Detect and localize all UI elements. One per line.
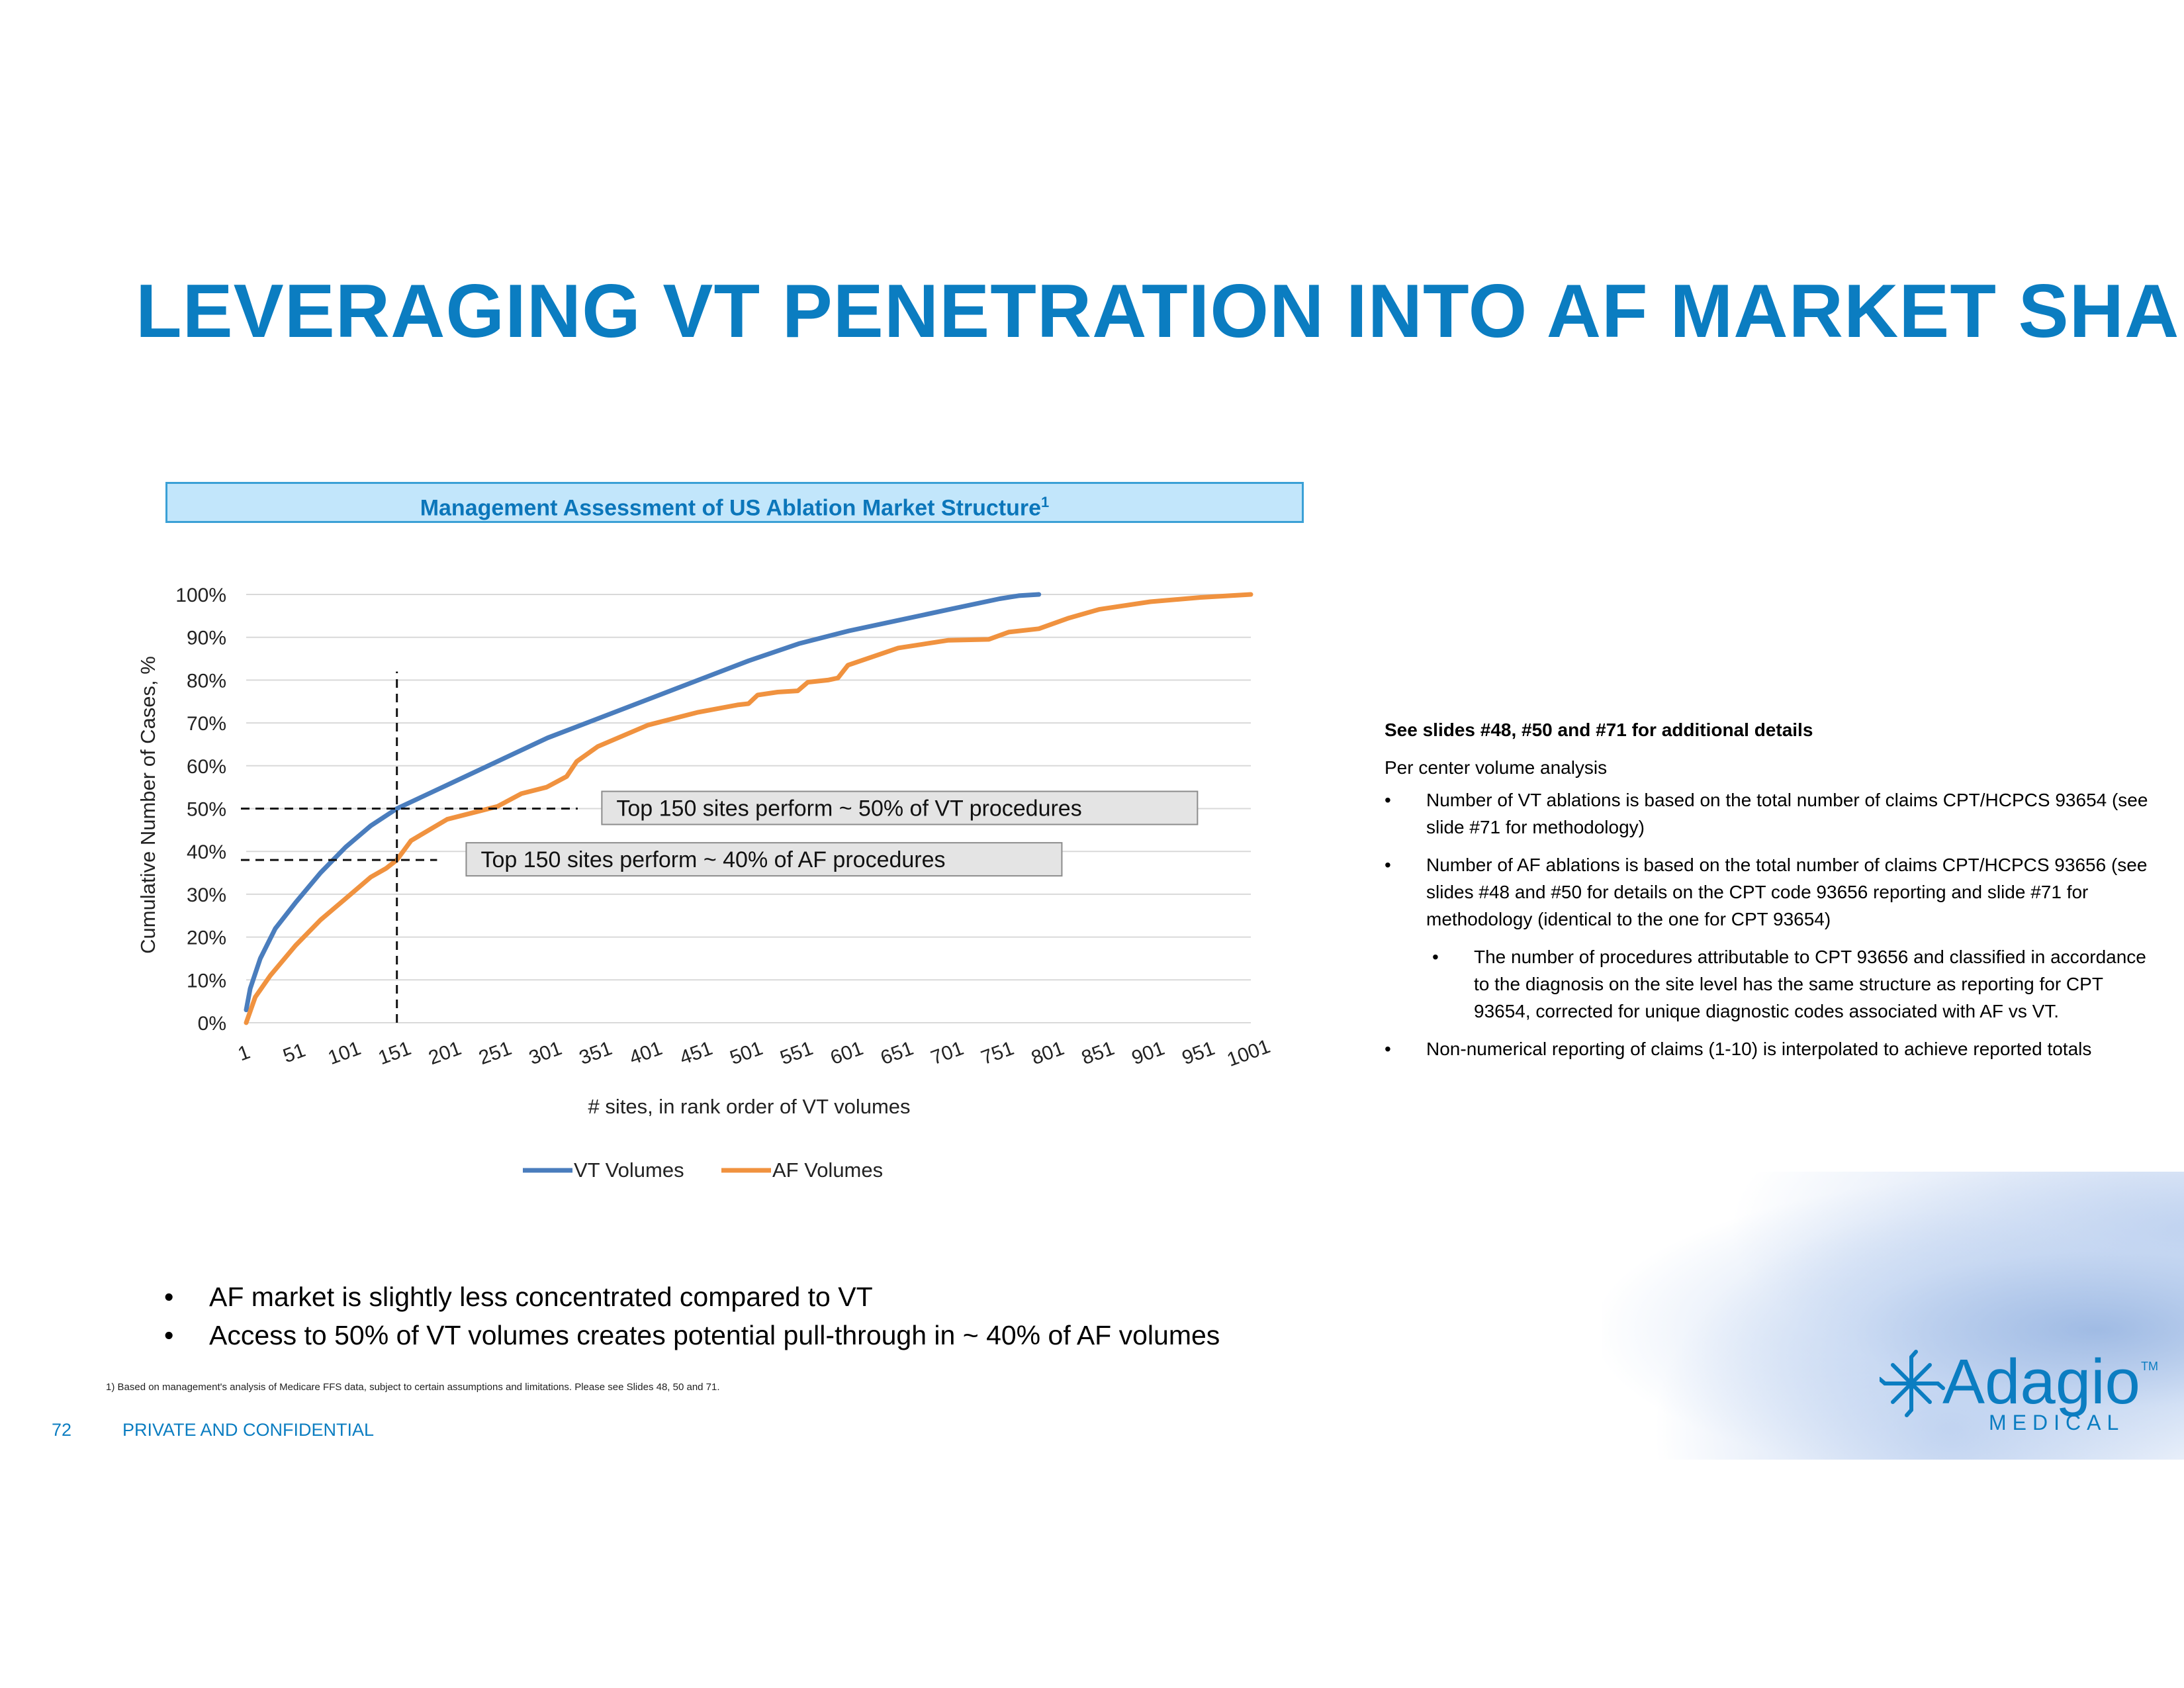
chart-legend: VT Volumes AF Volumes: [523, 1158, 883, 1182]
y-tick-label: 20%: [187, 927, 226, 949]
x-tick-labels: 1 51 101 151 201 251 301 351 401 451 501 551 601 651 7…: [235, 1035, 1273, 1071]
legend-label: AF Volumes: [772, 1158, 883, 1182]
notes-panel: See slides #48, #50 and #71 for addition…: [1385, 716, 2152, 1062]
chart-header: Management Assessment of US Ablation Mar…: [165, 482, 1304, 523]
x-tick-label: 1001: [1224, 1035, 1273, 1071]
y-tick-label: 30%: [187, 884, 226, 906]
x-tick-label: 651: [878, 1037, 916, 1069]
slide-title: LEVERAGING VT PENETRATION INTO AF MARKET…: [136, 269, 2184, 353]
x-tick-label: 301: [526, 1037, 565, 1069]
x-tick-label: 601: [827, 1037, 866, 1069]
logo-trademark: TM: [2141, 1360, 2158, 1373]
y-axis-title: Cumulative Number of Cases, %: [136, 656, 159, 954]
x-tick-label: 251: [476, 1037, 514, 1069]
reference-lines: [241, 671, 578, 1023]
legend-label: VT Volumes: [574, 1158, 684, 1182]
y-tick-label: 10%: [187, 970, 226, 992]
annotation-box-1: Top 150 sites perform ~ 50% of VT proced…: [601, 790, 1199, 825]
x-tick-label: 551: [777, 1037, 815, 1069]
x-tick-label: 1: [235, 1041, 253, 1066]
page-number: 72: [52, 1420, 72, 1440]
y-tick-label: 100%: [175, 585, 226, 606]
y-tick-label: 80%: [187, 670, 226, 692]
y-tick-label: 40%: [187, 841, 226, 863]
chart-header-superscript: 1: [1041, 494, 1050, 510]
y-tick-label: 70%: [187, 713, 226, 735]
y-tick-label: 0%: [198, 1013, 226, 1035]
adagio-logo: Adagio TM MEDICAL: [1880, 1346, 2158, 1434]
notes-bullet-interpolation: Non-numerical reporting of claims (1-10)…: [1385, 1035, 2152, 1062]
x-axis-title: # sites, in rank order of VT volumes: [588, 1095, 910, 1118]
notes-bullet-vt: Number of VT ablations is based on the t…: [1385, 786, 2152, 841]
chart-annotations: Top 150 sites perform ~ 50% of VT proced…: [465, 790, 1199, 877]
x-tick-label: 51: [280, 1039, 308, 1067]
x-tick-label: 851: [1079, 1037, 1117, 1069]
x-tick-label: 151: [375, 1037, 414, 1069]
footnote: 1) Based on management's analysis of Med…: [106, 1382, 720, 1393]
series-line-vt: [244, 592, 1042, 1013]
annotation-box-2: Top 150 sites perform ~ 40% of AF proced…: [465, 842, 1063, 877]
y-tick-labels: 0% 10% 20% 30% 40% 50% 60% 70% 80% 90% 100%: [175, 585, 226, 1035]
takeaway-pull-through: Access to 50% of VT volumes creates pote…: [164, 1316, 1355, 1354]
x-tick-label: 401: [627, 1037, 665, 1069]
x-tick-label: 501: [727, 1037, 766, 1069]
notes-sub-bullet: The number of procedures attributable to…: [1385, 943, 2152, 1025]
chart-header-text: Management Assessment of US Ablation Mar…: [420, 495, 1042, 521]
x-tick-label: 951: [1179, 1037, 1218, 1069]
x-tick-label: 201: [426, 1037, 464, 1069]
x-tick-label: 801: [1028, 1037, 1067, 1069]
logo-subtitle: MEDICAL: [1989, 1411, 2124, 1434]
takeaway-concentration: AF market is slightly less concentrated …: [164, 1278, 1355, 1316]
confidentiality-label: PRIVATE AND CONFIDENTIAL: [122, 1420, 375, 1440]
notes-bullet-af: Number of AF ablations is based on the t…: [1385, 851, 2152, 933]
logo-wordmark: Adagio: [1942, 1346, 2140, 1417]
notes-heading: See slides #48, #50 and #71 for addition…: [1385, 720, 1813, 740]
x-tick-label: 101: [325, 1037, 363, 1069]
series-line-af: [244, 592, 1253, 1025]
frost-background-image: [1602, 1172, 2184, 1460]
y-tick-label: 90%: [187, 628, 226, 649]
chart-series: [244, 592, 1253, 1025]
notes-subheading: Per center volume analysis: [1385, 757, 1608, 778]
x-tick-label: 451: [677, 1037, 715, 1069]
annotation-text: Top 150 sites perform ~ 50% of VT proced…: [616, 796, 1081, 821]
x-tick-label: 701: [928, 1037, 966, 1069]
snowflake-icon: [1880, 1350, 1945, 1417]
y-tick-label: 50%: [187, 799, 226, 821]
annotation-text: Top 150 sites perform ~ 40% of AF proced…: [480, 847, 945, 872]
key-takeaways: AF market is slightly less concentrated …: [164, 1278, 1355, 1354]
x-tick-label: 351: [576, 1037, 615, 1069]
x-tick-label: 901: [1129, 1037, 1167, 1069]
y-tick-label: 60%: [187, 756, 226, 778]
x-tick-label: 751: [978, 1037, 1017, 1069]
